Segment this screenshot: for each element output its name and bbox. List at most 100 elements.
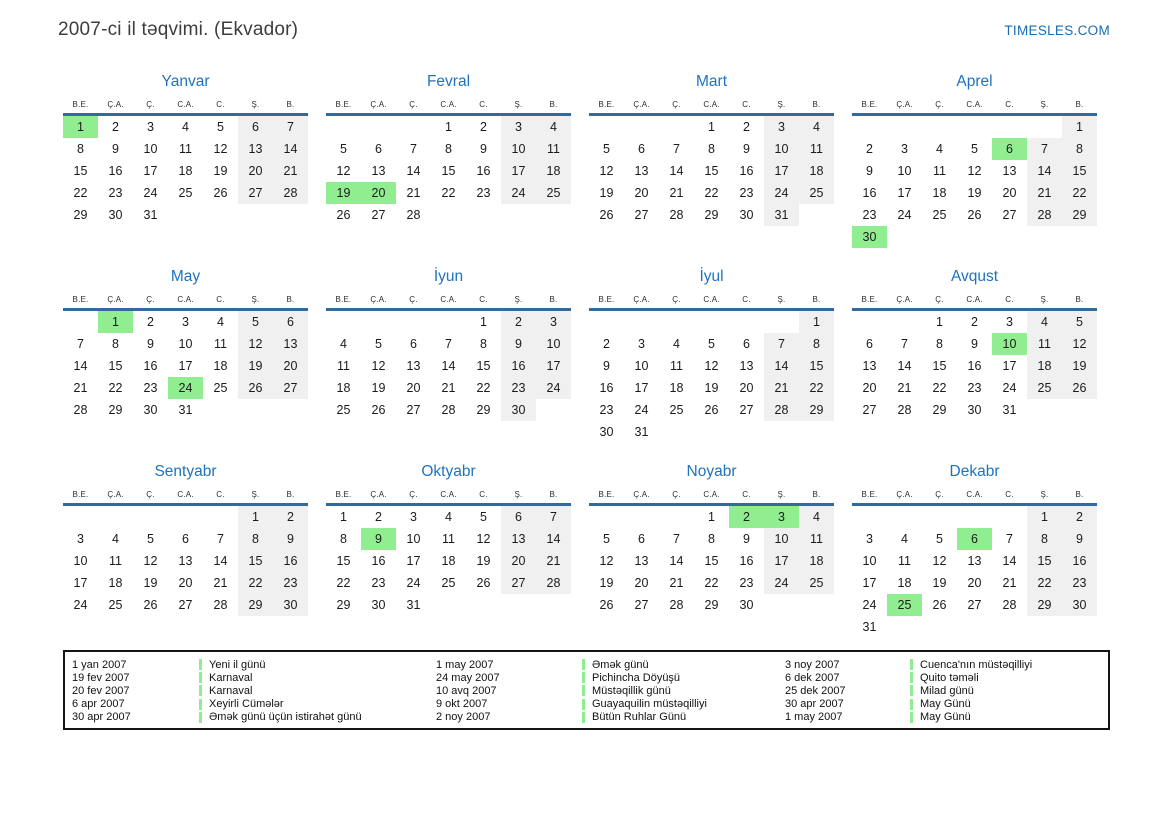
day-cell: 1 xyxy=(708,510,715,524)
weekday-header-row: B.E. Ç.A. Ç. C.A. C. Ş. B. xyxy=(852,490,1097,506)
weekday-header: Ş. xyxy=(1040,295,1049,304)
day-cell: 12 xyxy=(336,164,351,178)
day-cell: 22 xyxy=(1027,572,1062,594)
weekday-header-row: B.E. Ç.A. Ç. C.A. C. Ş. B. xyxy=(852,100,1097,116)
day-cell: 18 xyxy=(108,576,123,590)
day-cell: 25 xyxy=(1027,377,1062,399)
day-cell: 31 xyxy=(406,598,421,612)
day-cell: 4 xyxy=(445,510,452,524)
day-cell: 25 xyxy=(799,572,834,594)
day-cell: 25 xyxy=(799,182,834,204)
day-cell-empty xyxy=(922,506,957,528)
day-cell: 23 xyxy=(143,381,158,395)
page-title: 2007-ci il təqvimi. (Ekvador) xyxy=(58,19,299,40)
day-cell-empty xyxy=(957,116,992,138)
day-cell-empty xyxy=(1027,116,1062,138)
day-cell: 12 xyxy=(704,359,719,373)
day-cell: 2 xyxy=(603,337,610,351)
day-cell: 5 xyxy=(238,311,273,333)
weekday-header: B.E. xyxy=(598,490,615,499)
day-cell: 24 xyxy=(143,186,158,200)
day-cell: 18 xyxy=(669,381,684,395)
weekday-header: Ş. xyxy=(1040,490,1049,499)
day-cell: 13 xyxy=(634,554,649,568)
day-cell: 4 xyxy=(901,532,908,546)
day-cell-holiday: 9 xyxy=(361,528,396,550)
day-cell: 12 xyxy=(213,142,228,156)
day-cell: 25 xyxy=(669,403,684,417)
day-cell: 25 xyxy=(441,576,456,590)
day-cell: 19 xyxy=(213,164,228,178)
day-cell-empty xyxy=(273,399,308,421)
month-block: Sentyabr B.E. Ç.A. Ç. C.A. C. Ş. B. 1 2 3 4 5 6 7 8 9 10 1… xyxy=(63,462,308,639)
weekday-header: C.A. xyxy=(966,100,983,109)
month-block: Aprel B.E. Ç.A. Ç. C.A. C. Ş. B. 1 2 3 4 5 6 7 8 9 10 11 12… xyxy=(852,72,1097,249)
day-cell: 15 xyxy=(108,359,123,373)
site-link[interactable]: TIMESLES.COM xyxy=(1004,23,1110,38)
legend-row: 24 may 2007 Pichincha Döyüşü xyxy=(436,671,707,684)
day-cell: 3 xyxy=(638,337,645,351)
day-cell: 16 xyxy=(501,355,536,377)
legend-row: 30 apr 2007 Əmək günü üçün istirahət günü xyxy=(72,711,362,724)
day-cell: 14 xyxy=(1027,160,1062,182)
day-cell-holiday: 24 xyxy=(168,377,203,399)
weekday-header: Ç.A. xyxy=(107,295,124,304)
day-cell-empty xyxy=(659,506,694,528)
holiday-marker-icon xyxy=(199,659,202,671)
day-cell-empty xyxy=(957,616,992,638)
day-cell: 16 xyxy=(739,164,754,178)
day-cell-empty xyxy=(431,311,466,333)
weekday-header: Ç. xyxy=(672,490,681,499)
day-cell: 7 xyxy=(410,142,417,156)
day-cell: 13 xyxy=(371,164,386,178)
weekday-header: Ç.A. xyxy=(633,295,650,304)
legend-holiday-name: Əmək günü xyxy=(592,658,649,671)
legend-row: 19 fev 2007 Karnaval xyxy=(72,671,362,684)
weekday-header: C. xyxy=(742,490,751,499)
day-cell: 1 xyxy=(1027,506,1062,528)
day-cell: 13 xyxy=(739,359,754,373)
day-cell: 10 xyxy=(536,333,571,355)
day-cell: 11 xyxy=(442,532,455,546)
day-cell: 2 xyxy=(147,315,154,329)
day-cell-empty xyxy=(466,204,501,226)
day-cell: 26 xyxy=(238,377,273,399)
weekday-header: Ç.A. xyxy=(896,100,913,109)
legend-date: 1 may 2007 xyxy=(785,711,843,724)
day-cell: 14 xyxy=(73,359,88,373)
day-cell: 28 xyxy=(73,403,88,417)
day-cell-empty xyxy=(536,399,571,421)
day-cell-holiday: 1 xyxy=(98,311,133,333)
day-cell: 26 xyxy=(213,186,228,200)
day-cell: 27 xyxy=(273,377,308,399)
day-cell-empty xyxy=(589,506,624,528)
day-cell: 24 xyxy=(764,182,799,204)
holiday-marker-icon xyxy=(582,685,585,697)
day-cell: 23 xyxy=(501,377,536,399)
day-cell: 25 xyxy=(336,403,351,417)
day-cell: 3 xyxy=(147,120,154,134)
legend-date: 24 may 2007 xyxy=(436,671,500,684)
month-title: Mart xyxy=(696,73,727,90)
day-cell: 18 xyxy=(213,359,228,373)
weekday-header: C. xyxy=(479,100,488,109)
weekday-header: B. xyxy=(286,100,295,109)
day-cell-holiday: 3 xyxy=(764,506,799,528)
day-cell-empty xyxy=(764,421,799,443)
weekday-header: C.A. xyxy=(703,295,720,304)
day-cell: 30 xyxy=(143,403,158,417)
day-cell-empty xyxy=(63,311,98,333)
day-cell: 14 xyxy=(273,138,308,160)
legend-date: 25 dek 2007 xyxy=(785,684,846,697)
day-cell: 31 xyxy=(143,208,158,222)
day-cell: 12 xyxy=(967,164,982,178)
day-cell: 12 xyxy=(476,532,491,546)
day-cell: 5 xyxy=(375,337,382,351)
weekday-header: C. xyxy=(216,490,225,499)
day-grid: 1 2 3 4 5 6 7 8 9 10 11 12 13 14 15 16 17 18 19 20 21 22 23 24 2… xyxy=(852,506,1097,638)
day-cell: 17 xyxy=(406,554,421,568)
weekday-header-row: B.E. Ç.A. Ç. C.A. C. Ş. B. xyxy=(589,100,834,116)
day-cell: 29 xyxy=(1027,594,1062,616)
day-cell-empty xyxy=(1027,226,1062,248)
day-cell: 22 xyxy=(336,576,351,590)
